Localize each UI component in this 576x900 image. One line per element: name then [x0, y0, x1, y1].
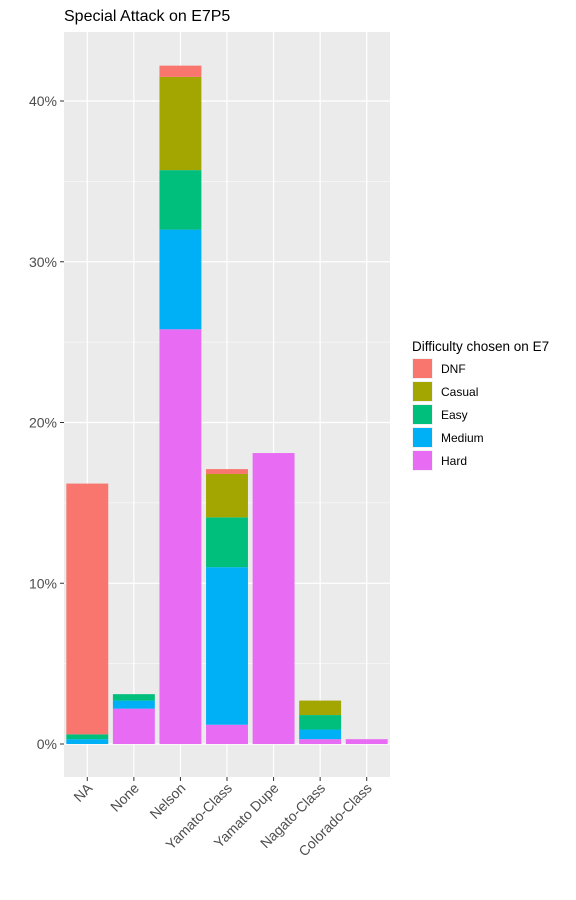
x-tick-label: NA: [70, 779, 96, 805]
bar-segment-medium: [206, 567, 248, 725]
bar-segment-easy: [112, 694, 155, 701]
legend-swatch-casual: [413, 382, 432, 401]
x-tick-label: Nelson: [146, 780, 188, 822]
legend-swatch-medium: [413, 428, 432, 447]
x-tick-label: None: [107, 780, 142, 815]
bar-segment-casual: [206, 473, 248, 518]
legend-swatch-hard: [413, 451, 432, 470]
bar-segment-medium: [112, 700, 155, 709]
bar-segment-hard: [299, 739, 342, 744]
y-tick-label: 0%: [37, 736, 57, 752]
y-tick-label: 30%: [29, 254, 57, 270]
y-tick-label: 20%: [29, 415, 57, 431]
bar-segment-hard: [112, 708, 155, 744]
bar-segment-medium: [66, 739, 109, 744]
y-axis: 0% 10% 20% 30% 40%: [29, 93, 64, 752]
legend-label-hard: Hard: [441, 454, 467, 468]
legend-label-casual: Casual: [441, 385, 478, 399]
bar-segment-hard: [252, 453, 295, 744]
bar-segment-hard: [159, 329, 202, 744]
legend-label-easy: Easy: [441, 408, 468, 422]
legend: Difficulty chosen on E7 DNF Casual Easy Med…: [412, 339, 549, 471]
y-tick-label: 10%: [29, 575, 57, 591]
legend-swatch-dnf: [413, 359, 432, 378]
bar-segment-easy: [299, 715, 342, 730]
bar-segment-hard: [206, 724, 248, 744]
bar-segment-hard: [345, 739, 388, 744]
bar-segment-dnf: [66, 483, 109, 735]
bar-segment-easy: [159, 170, 202, 230]
bar-segment-dnf: [159, 65, 202, 77]
legend-label-medium: Medium: [441, 431, 484, 445]
bars: [66, 65, 388, 744]
y-tick-label: 40%: [29, 93, 57, 109]
bar-segment-easy: [206, 517, 248, 568]
legend-swatch-easy: [413, 405, 432, 424]
bar-segment-medium: [299, 729, 342, 740]
legend-title: Difficulty chosen on E7: [412, 339, 549, 354]
bar-segment-easy: [66, 734, 109, 740]
bar-segment-casual: [159, 76, 202, 171]
legend-label-dnf: DNF: [441, 362, 466, 376]
chart-title: Special Attack on E7P5: [64, 8, 230, 25]
bar-segment-dnf: [206, 469, 248, 474]
bar-segment-casual: [299, 700, 342, 716]
bar-segment-medium: [159, 229, 202, 330]
